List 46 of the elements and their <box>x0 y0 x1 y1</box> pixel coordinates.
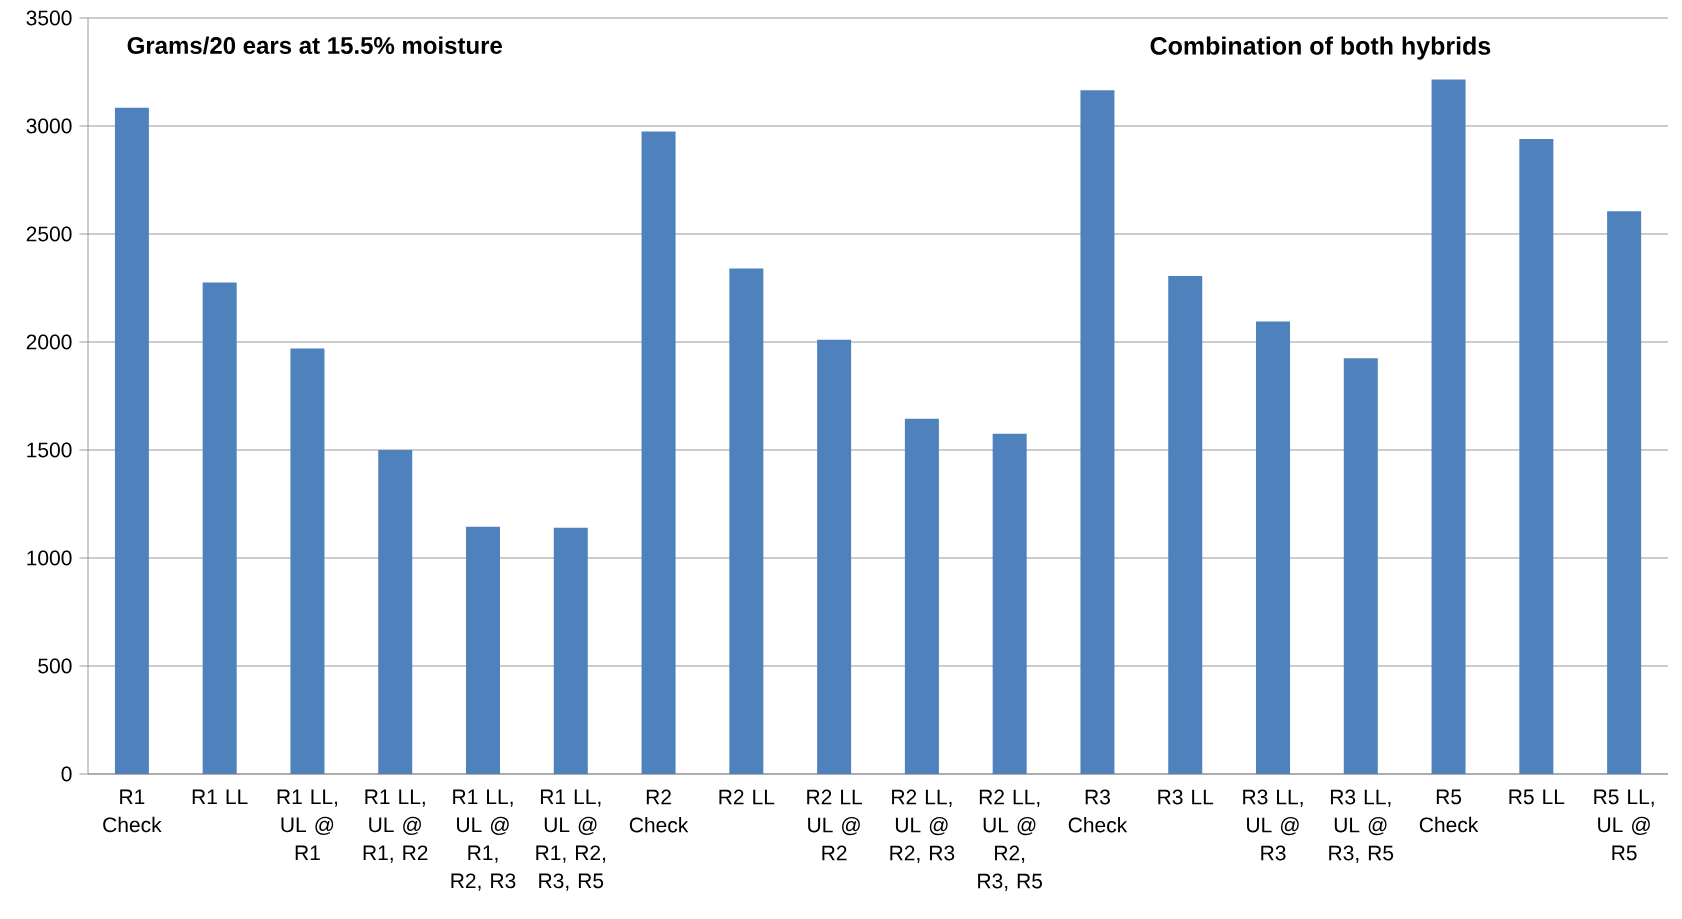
bar <box>641 131 676 774</box>
x-tick-label: R2 Check <box>629 789 689 833</box>
y-tick-label: 1500 <box>27 442 72 458</box>
x-tick-label: R3 LL, UL @ R3, R5 <box>1329 789 1394 863</box>
bar <box>290 348 325 774</box>
bar <box>1431 79 1466 774</box>
x-tick-label: R1 LL <box>192 789 248 805</box>
bar <box>1256 321 1291 774</box>
bar <box>466 526 501 774</box>
y-tick-label: 3000 <box>26 118 72 134</box>
bar <box>553 527 588 774</box>
x-tick-label: R3 LL, UL @ R3 <box>1243 789 1303 861</box>
y-tick-label: 2000 <box>26 334 72 350</box>
y-axis-title: Grams/20 ears at 15.5% moisture <box>127 36 502 55</box>
x-tick-label: R2 LL, UL @ R2, R3 <box>890 789 955 863</box>
x-tick-label: R1 LL, UL @ R1, R2 <box>363 789 428 863</box>
bar <box>202 282 237 774</box>
x-tick-label: R5 LL, UL @ R5 <box>1594 789 1654 861</box>
x-tick-label: R3 LL <box>1158 789 1214 805</box>
x-tick-label: R1 LL, UL @ R1, R2, R3 <box>451 789 516 891</box>
bar <box>729 268 764 774</box>
x-tick-label: R2 LL, UL @ R2, R3, R5 <box>978 789 1043 891</box>
y-tick-label: 500 <box>38 658 72 674</box>
bar <box>817 339 852 774</box>
bar <box>114 107 149 774</box>
x-tick-label: R1 LL, UL @ R1 <box>277 789 338 861</box>
bar <box>1343 358 1378 774</box>
x-tick-label: R2 LL UL @ R2 <box>807 789 862 861</box>
x-tick-label: R1 LL, UL @ R1, R2, R3, R5 <box>536 789 606 891</box>
text: Combination of both hybrids <box>1150 36 1491 60</box>
x-tick-label: R1 Check <box>103 789 162 833</box>
y-tick-label: 3500 <box>26 10 72 26</box>
bar <box>378 449 413 774</box>
bar <box>904 418 939 774</box>
bar <box>1519 138 1554 774</box>
x-tick-label: R2 LL <box>719 789 775 805</box>
y-tick-label: 1000 <box>27 550 72 566</box>
y-tick-label: 0 <box>61 766 72 782</box>
x-tick-label: R5 LL <box>1509 789 1565 805</box>
bar <box>1080 90 1115 774</box>
bar <box>992 433 1027 774</box>
x-tick-label: R3 Check <box>1068 789 1128 833</box>
bar <box>1607 211 1642 774</box>
bar <box>1168 276 1203 774</box>
x-tick-label: R5 Check <box>1419 789 1479 833</box>
y-tick-label: 2500 <box>26 226 72 242</box>
